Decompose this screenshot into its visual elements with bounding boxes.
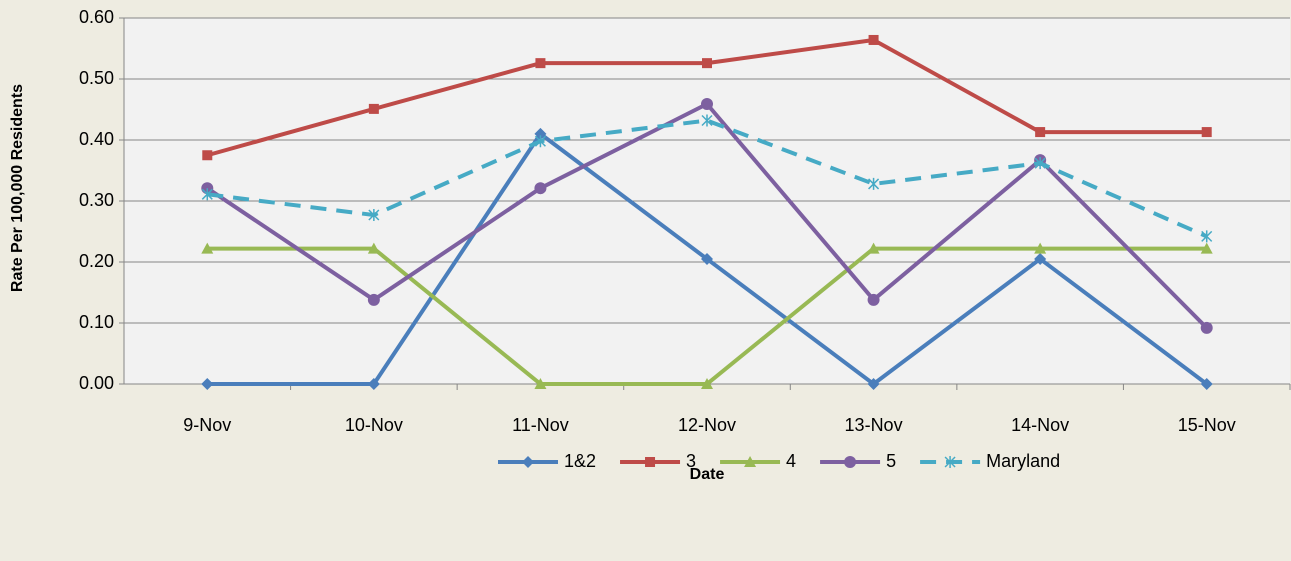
y-tick-label: 0.40 <box>79 129 114 149</box>
marker <box>1200 378 1213 390</box>
legend-label: 5 <box>886 451 896 471</box>
marker <box>701 114 713 127</box>
y-tick-label: 0.10 <box>79 312 114 332</box>
y-tick-label: 0.20 <box>79 251 114 271</box>
marker <box>522 456 534 468</box>
y-tick-label: 0.30 <box>79 190 114 210</box>
marker <box>367 293 380 306</box>
marker <box>701 98 713 111</box>
marker <box>944 456 956 468</box>
legend-label: Maryland <box>986 451 1060 471</box>
y-axis-title: Rate Per 100,000 Residents <box>9 84 26 292</box>
marker <box>367 378 380 390</box>
marker <box>534 182 547 195</box>
marker <box>368 209 380 222</box>
marker <box>867 378 880 390</box>
marker <box>1200 321 1213 334</box>
legend-label: 1&2 <box>564 451 596 471</box>
marker <box>1201 230 1213 243</box>
marker <box>868 34 879 45</box>
marker <box>1034 242 1047 254</box>
marker <box>645 457 656 467</box>
marker <box>844 456 857 468</box>
y-tick-label: 0.00 <box>79 373 114 393</box>
x-tick-label: 10-Nov <box>345 415 403 435</box>
x-tick-label: 11-Nov <box>512 415 569 435</box>
marker <box>744 456 757 467</box>
marker <box>201 378 214 390</box>
legend: 1&2 3 4 5 Maryland <box>498 451 1060 471</box>
legend-label: 4 <box>786 451 796 471</box>
marker <box>868 177 880 190</box>
marker <box>201 242 214 254</box>
marker <box>1201 127 1212 138</box>
x-tick-label: 15-Nov <box>1178 415 1236 435</box>
marker <box>701 378 713 389</box>
y-tick-label: 0.60 <box>79 7 114 27</box>
y-tick-label: 0.50 <box>79 68 114 88</box>
marker <box>1034 252 1047 265</box>
marker <box>867 242 880 254</box>
marker <box>1034 157 1046 170</box>
marker <box>534 378 547 389</box>
marker <box>701 252 713 265</box>
marker <box>702 58 712 69</box>
x-tick-label: 9-Nov <box>183 415 231 435</box>
marker <box>202 150 213 161</box>
marker <box>367 242 380 254</box>
marker <box>1035 127 1046 138</box>
marker <box>534 127 547 140</box>
legend-label: 3 <box>686 451 696 471</box>
marker <box>1200 242 1213 254</box>
marker <box>534 135 546 148</box>
marker <box>368 103 379 114</box>
x-tick-label: 12-Nov <box>678 415 736 435</box>
x-tick-label: 14-Nov <box>1011 415 1069 435</box>
marker <box>867 293 880 306</box>
x-axis-title: Date <box>690 466 725 483</box>
marker <box>201 188 213 201</box>
x-tick-label: 13-Nov <box>845 415 903 435</box>
marker <box>535 58 546 69</box>
